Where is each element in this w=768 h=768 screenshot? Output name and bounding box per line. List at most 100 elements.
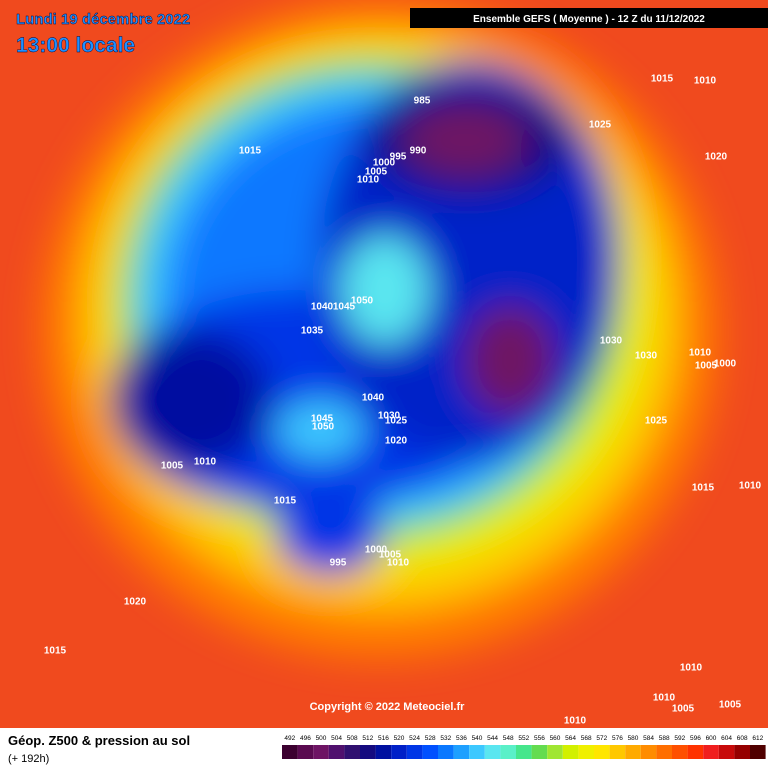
isobar-label: 1010 (694, 76, 717, 87)
isobar-label: 1030 (635, 351, 658, 362)
isobar-label: 990 (410, 146, 427, 157)
legend-label: 544 (487, 735, 498, 742)
legend-label: 492 (284, 735, 295, 742)
legend-swatch (484, 745, 501, 759)
legend: 492 496 500 504 508 512 516 520 524 528 532 536 540 5… (282, 735, 766, 759)
isobar-label: 1015 (239, 146, 262, 157)
legend-swatch (453, 745, 470, 759)
isobar-label: 1010 (680, 663, 703, 674)
legend-label: 572 (596, 735, 607, 742)
isobar-label: 1020 (705, 152, 728, 163)
legend-label: 500 (316, 735, 327, 742)
legend-label: 520 (394, 735, 405, 742)
footer-lead: (+ 192h) (8, 753, 49, 765)
legend-swatch (547, 745, 563, 759)
legend-label: 564 (565, 735, 576, 742)
geopotential-field (40, 0, 720, 660)
isobar-label: 1005 (672, 704, 695, 715)
legend-label: 576 (612, 735, 623, 742)
isobar-label: 1015 (44, 646, 67, 657)
isobar-label: 1025 (385, 416, 408, 427)
isobar-label: 1010 (564, 716, 587, 727)
isobar-label: 1030 (378, 411, 401, 422)
isobar-label: 1040 (362, 393, 385, 404)
legend-label: 548 (503, 735, 514, 742)
legend-swatch (360, 745, 376, 759)
legend-swatch (703, 745, 719, 759)
footer-title: Géop. Z500 & pression au sol (8, 733, 190, 748)
legend-label: 588 (659, 735, 670, 742)
isobar-label: 1015 (274, 496, 297, 507)
legend-label: 584 (643, 735, 654, 742)
legend-label: 608 (737, 735, 748, 742)
isobar-label: 1050 (312, 422, 335, 433)
legend-swatch (282, 745, 298, 759)
legend-swatch (313, 745, 329, 759)
legend-label: 592 (674, 735, 685, 742)
model-box (410, 8, 768, 28)
legend-label: 604 (721, 735, 732, 742)
legend-swatch (531, 745, 548, 759)
isobar-label: 1005 (365, 167, 388, 178)
legend-label: 524 (409, 735, 420, 742)
legend-swatch (406, 745, 423, 759)
legend-label: 536 (456, 735, 467, 742)
legend-swatch (297, 745, 314, 759)
isobar-label: 985 (414, 96, 431, 107)
isobar-label: 1010 (194, 457, 217, 468)
isobar-label: 995 (390, 152, 407, 163)
isobar-label: 1000 (714, 359, 737, 370)
legend-swatch (375, 745, 392, 759)
legend-label: 504 (331, 735, 342, 742)
legend-swatch (594, 745, 610, 759)
isobar-label: 1030 (600, 336, 623, 347)
isobar-label: 1020 (385, 436, 408, 447)
model-info: Ensemble GEFS ( Moyenne ) - 12 Z du 11/1… (473, 14, 705, 25)
legend-swatch (422, 745, 438, 759)
legend-swatch (750, 745, 766, 759)
legend-label: 596 (690, 735, 701, 742)
isobar-label: 1035 (301, 326, 324, 337)
isobar-label: 1010 (739, 481, 762, 492)
legend-swatch (578, 745, 594, 759)
legend-swatch (344, 745, 360, 759)
legend-label: 496 (300, 735, 311, 742)
legend-swatch (625, 745, 641, 759)
legend-label: 552 (518, 735, 529, 742)
legend-label: 532 (440, 735, 451, 742)
legend-label: 568 (581, 735, 592, 742)
isobar-label: 1020 (124, 597, 147, 608)
legend-swatch (609, 745, 626, 759)
isobar-label: 1000 (365, 545, 388, 556)
legend-swatch (640, 745, 657, 759)
isobar-label: 1025 (645, 416, 668, 427)
isobar-label: 1045 (311, 414, 334, 425)
isobar-label: 1010 (357, 175, 380, 186)
legend-label: 508 (347, 735, 358, 742)
legend-swatch (500, 745, 516, 759)
legend-swatch (562, 745, 579, 759)
isobar-label: 1010 (653, 693, 676, 704)
isobar-label: 995 (330, 558, 347, 569)
legend-label: 560 (550, 735, 561, 742)
legend-label: 600 (706, 735, 717, 742)
legend-swatch (469, 745, 485, 759)
legend-swatch (687, 745, 704, 759)
isobar-label: 1040 (311, 302, 334, 313)
isobar-label: 1050 (351, 296, 374, 307)
isobar-label: 1010 (689, 348, 712, 359)
legend-swatch (672, 745, 688, 759)
legend-swatch (656, 745, 672, 759)
time: 13:00 locale (16, 34, 135, 57)
legend-label: 516 (378, 735, 389, 742)
isobar-label: 1025 (589, 120, 612, 131)
legend-label: 528 (425, 735, 436, 742)
legend-label: 612 (752, 735, 763, 742)
legend-swatch (391, 745, 407, 759)
legend-label: 556 (534, 735, 545, 742)
isobar-label: 1010 (387, 558, 410, 569)
legend-label: 580 (628, 735, 639, 742)
